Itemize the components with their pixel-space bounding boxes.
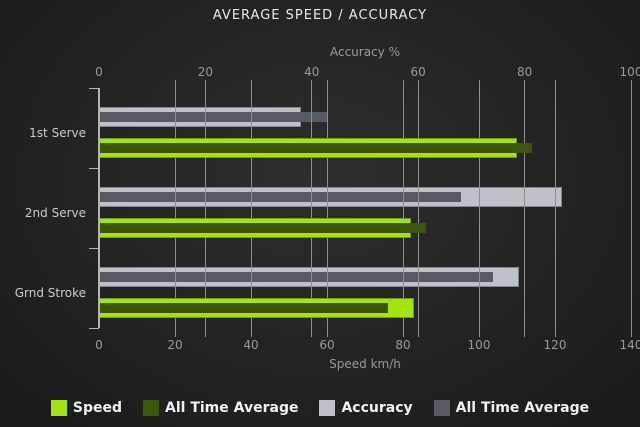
- speed-tick-label: 140: [619, 338, 640, 352]
- gridline-accuracy-20: [204, 80, 206, 337]
- legend-swatch-speed: [50, 400, 67, 416]
- speed-tick-label: 100: [467, 338, 491, 352]
- legend-label: Speed: [72, 400, 123, 416]
- legend-item: All Time Average: [143, 400, 298, 416]
- bar-group-accuracy: [99, 107, 631, 127]
- y-axis-tick: [89, 328, 99, 329]
- speed-tick-label: 120: [543, 338, 567, 352]
- speed-tick-label: 60: [319, 338, 335, 352]
- y-axis-tick: [89, 248, 99, 249]
- accuracy-tick-label: 0: [95, 65, 103, 79]
- accuracy-tick-label: 20: [197, 65, 214, 79]
- y-axis-tick: [89, 88, 99, 89]
- speed-tick-label: 40: [243, 338, 259, 352]
- gridline-speed-20: [174, 80, 176, 337]
- category-label: 2nd Serve: [24, 206, 86, 220]
- gridline-accuracy-40: [311, 80, 313, 337]
- gridline-speed-100: [478, 80, 480, 337]
- legend: Speed All Time Average Accuracy All Time Av…: [0, 396, 640, 420]
- bar-accuracy-all-time-average: [99, 112, 328, 122]
- legend-item: All Time Average: [433, 400, 590, 416]
- gridline-accuracy-80: [524, 80, 526, 337]
- speed-tick-label: 0: [95, 338, 103, 352]
- bar-group-speed: [99, 138, 631, 158]
- bar-speed-all-time-average: [99, 303, 388, 313]
- bar-speed-all-time-average: [99, 143, 533, 153]
- bar-group-speed: [99, 298, 631, 318]
- gridline-speed-40: [250, 80, 252, 337]
- speed-tick-label: 80: [395, 338, 411, 352]
- bar-accuracy-all-time-average: [99, 192, 461, 202]
- legend-label: Accuracy: [341, 400, 413, 416]
- bar-speed-all-time-average: [99, 223, 426, 233]
- accuracy-tick-label: 40: [304, 65, 320, 79]
- legend-item: Speed: [50, 400, 123, 416]
- speed-tick-label: 20: [167, 338, 183, 352]
- accuracy-tick-label: 60: [410, 65, 426, 79]
- accuracy-tick-label: 100: [619, 65, 640, 79]
- chart-title: AVERAGE SPEED / ACCURACY: [212, 8, 428, 23]
- gridline-speed-60: [326, 80, 328, 337]
- speed-axis-title: Speed km/h: [329, 357, 401, 371]
- accuracy-tick-label: 80: [516, 65, 533, 79]
- bar-accuracy-all-time-average: [99, 272, 493, 282]
- legend-swatch-all-time-average: [433, 400, 450, 416]
- y-axis-tick: [89, 168, 99, 169]
- bar-group-accuracy: [99, 187, 631, 207]
- legend-label: All Time Average: [455, 400, 590, 416]
- bar-group-speed: [99, 218, 631, 238]
- bar-group-accuracy: [99, 267, 631, 287]
- legend-swatch-accuracy: [319, 400, 336, 416]
- gridline-speed-80: [402, 80, 404, 337]
- gridline-accuracy-100: [630, 80, 632, 337]
- category-label: 1st Serve: [29, 126, 86, 140]
- legend-item: Accuracy: [319, 400, 413, 416]
- category-label: Grnd Stroke: [14, 286, 86, 300]
- legend-label: All Time Average: [165, 400, 299, 416]
- accuracy-axis-title: Accuracy %: [329, 45, 400, 59]
- legend-swatch-all-time-average: [143, 400, 160, 416]
- y-axis-line: [98, 88, 100, 328]
- gridline-accuracy-60: [417, 80, 419, 337]
- gridline-speed-120: [554, 80, 556, 337]
